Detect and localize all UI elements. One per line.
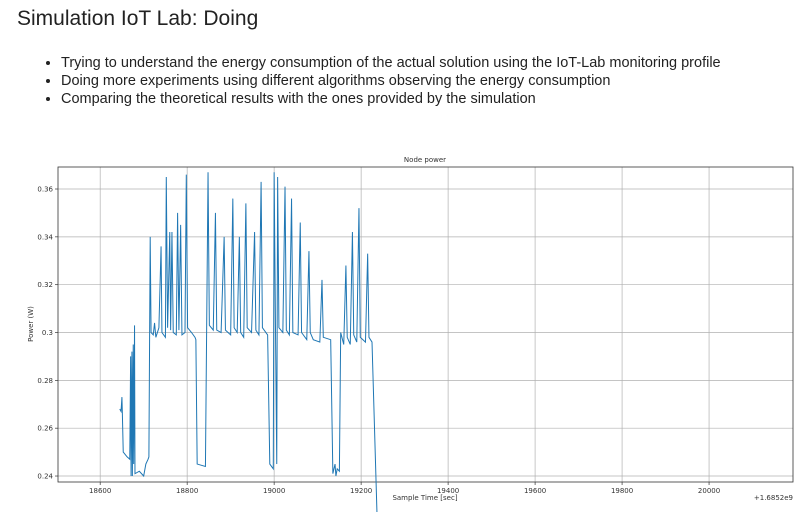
- power-line: [119, 172, 378, 512]
- bullet-list: Trying to understand the energy consumpt…: [42, 54, 721, 108]
- y-tick-label: 0.36: [37, 186, 53, 194]
- x-tick-label: 19800: [611, 487, 633, 495]
- x-tick-label: 19400: [437, 487, 459, 495]
- y-tick-label: 0.24: [37, 473, 53, 481]
- y-tick-label: 0.34: [37, 233, 53, 241]
- x-tick-label: 19200: [350, 487, 372, 495]
- y-tick-label: 0.32: [37, 281, 53, 289]
- chart-title: Node power: [404, 156, 446, 164]
- x-offset-label: +1.6852e9: [754, 494, 793, 502]
- y-tick-label: 0.3: [42, 329, 53, 337]
- bullet: Trying to understand the energy consumpt…: [61, 54, 721, 72]
- y-tick-label: 0.26: [37, 425, 53, 433]
- plot-frame: [57, 166, 794, 483]
- x-tick-label: 19600: [524, 487, 546, 495]
- chart: Node power Sample Time [sec] +1.6852e9 P…: [27, 156, 794, 512]
- x-tick-label: 18800: [176, 487, 198, 495]
- bullet: Comparing the theoretical results with t…: [61, 90, 721, 108]
- y-tick-label: 0.28: [37, 377, 53, 385]
- y-axis-label: Power (W): [27, 306, 35, 342]
- slide-title: Simulation IoT Lab: Doing: [17, 7, 259, 30]
- bullet: Doing more experiments using different a…: [61, 72, 721, 90]
- x-tick-label: 18600: [89, 487, 111, 495]
- x-axis-label: Sample Time [sec]: [392, 494, 457, 502]
- x-tick-label: 19000: [263, 487, 285, 495]
- x-tick-label: 20000: [698, 487, 720, 495]
